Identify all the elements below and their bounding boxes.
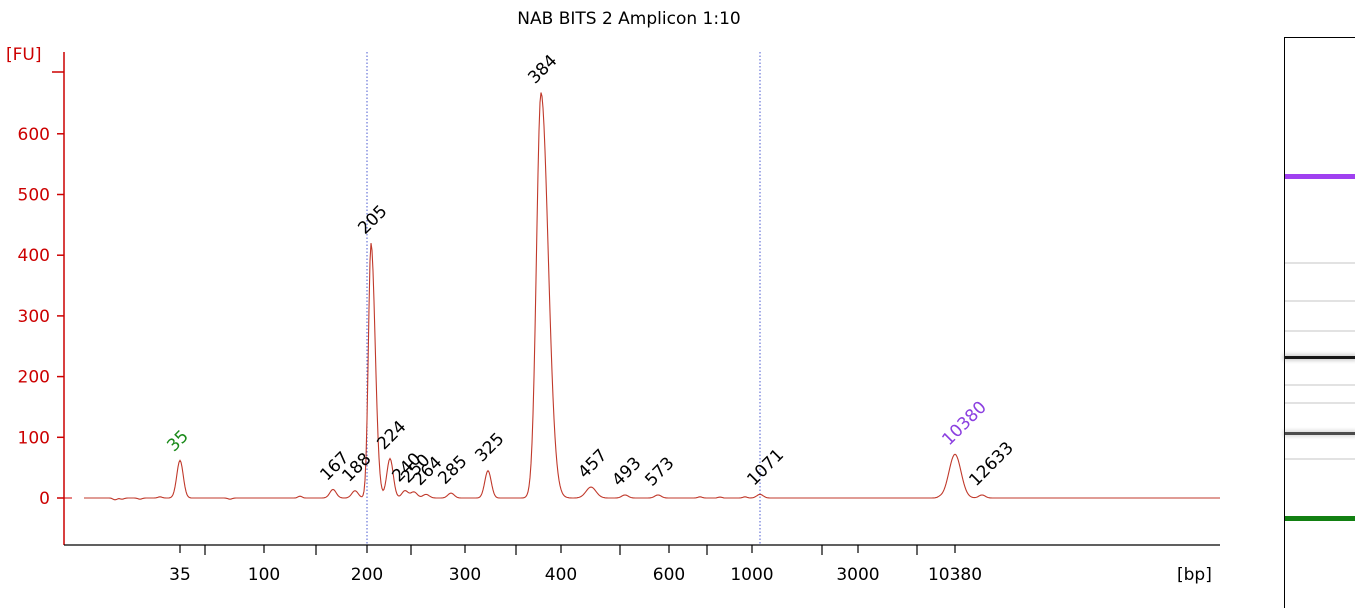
y-tick-label: 400 [18, 246, 50, 266]
x-tick-label: 3000 [836, 565, 879, 585]
y-tick-label: 300 [18, 307, 50, 327]
faint-band [1285, 384, 1355, 386]
band-205 [1285, 432, 1355, 435]
faint-band [1285, 300, 1355, 302]
faint-band [1285, 402, 1355, 404]
faint-band [1285, 262, 1355, 264]
signal-trace [84, 92, 1220, 501]
x-tick-label: 35 [169, 565, 191, 585]
electropherogram-chart: NAB BITS 2 Amplicon 1:10 [FU] [bp] 0 100 2… [6, 9, 1220, 585]
peak-labels: 3516718820522424025026428532538445749357… [163, 51, 1017, 491]
band-384 [1285, 356, 1355, 359]
y-tick-label: 200 [18, 368, 50, 388]
x-tick-label: 1000 [730, 565, 773, 585]
peak-label-10380: 10380 [938, 397, 990, 449]
trace [84, 92, 1220, 501]
peak-label-457: 457 [574, 446, 611, 483]
x-tick-label: 10380 [928, 565, 982, 585]
y-axis-label: [FU] [6, 45, 42, 65]
y-tick-label: 600 [18, 125, 50, 145]
peak-label-325: 325 [471, 429, 508, 466]
peak-label-493: 493 [608, 453, 645, 490]
faint-band [1285, 330, 1355, 332]
chart-title: NAB BITS 2 Amplicon 1:10 [517, 9, 740, 29]
peak-label-384: 384 [524, 51, 561, 88]
region-markers [366, 52, 761, 545]
x-tick-label: 100 [248, 565, 280, 585]
lower-marker-band [1285, 516, 1355, 521]
x-tick-label: 600 [653, 565, 685, 585]
x-ticks: 35 100 200 300 400 600 1000 3000 10380 [169, 545, 982, 585]
faint-band [1285, 458, 1355, 460]
y-tick-label: 500 [18, 186, 50, 206]
y-tick-label: 100 [18, 428, 50, 448]
y-ticks: 0 100 200 300 400 500 600 [18, 125, 72, 509]
y-tick-label: 0 [39, 489, 50, 509]
peak-label-35: 35 [163, 426, 192, 455]
x-tick-label: 200 [351, 565, 383, 585]
peak-label-205: 205 [354, 202, 391, 239]
peak-label-285: 285 [434, 452, 471, 489]
x-axis-label: [bp] [1177, 565, 1212, 585]
gel-lane [1284, 37, 1355, 608]
peak-label-12633: 12633 [965, 438, 1017, 490]
peak-label-1071: 1071 [743, 445, 788, 490]
peak-label-573: 573 [641, 453, 678, 490]
x-tick-label: 300 [449, 565, 481, 585]
upper-marker-band [1285, 174, 1355, 179]
x-tick-label: 400 [545, 565, 577, 585]
